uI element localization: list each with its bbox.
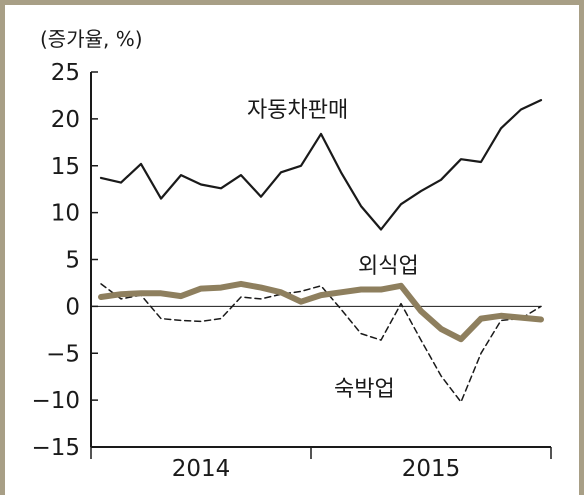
- x-year-label: 2015: [402, 456, 461, 482]
- y-tick-label: 0: [65, 294, 80, 320]
- series-group: [98, 98, 544, 403]
- series-label-dining: 외식업: [358, 254, 419, 279]
- y-tick-label: 20: [51, 107, 80, 133]
- series-label-auto-sales: 자동차판매: [247, 98, 348, 123]
- y-tick-label: −5: [46, 341, 80, 367]
- y-tick-label: 25: [51, 60, 80, 86]
- y-tick-label: −10: [31, 388, 80, 414]
- y-tick-label: 10: [51, 201, 80, 227]
- y-axis-ticks: 25 20 15 10 5 0 −5 −10 −15: [31, 60, 98, 461]
- x-axis: 2014 2015: [90, 305, 552, 482]
- series-line-dining: [98, 280, 544, 343]
- y-tick-label: −15: [31, 435, 80, 461]
- series-line-auto-sales: [99, 98, 543, 231]
- y-tick-label: 15: [51, 154, 80, 180]
- y-tick-label: 5: [65, 248, 80, 274]
- series-label-lodging: 숙박업: [334, 377, 395, 402]
- x-year-label: 2014: [172, 456, 231, 482]
- series-line-lodging: [100, 283, 542, 403]
- unit-label: (증가율, %): [40, 27, 143, 51]
